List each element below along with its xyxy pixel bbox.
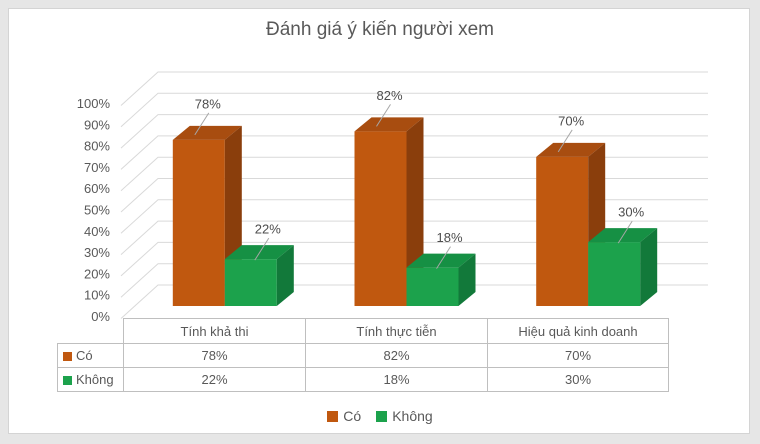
table-value: 78% — [123, 343, 306, 368]
bar-front-1-2 — [588, 242, 641, 306]
bar-front-0-0 — [172, 139, 225, 306]
y-axis-tick-label: 60% — [84, 181, 110, 196]
gridline — [120, 199, 708, 234]
bar-data-label: 70% — [558, 113, 584, 128]
table-corner-cell — [58, 319, 124, 344]
category-header-1: Tính khả thi — [123, 318, 306, 344]
data-label-leader-line — [617, 220, 633, 244]
gridline — [120, 178, 708, 213]
bar-top-0-0 — [172, 125, 242, 140]
bar-front-0-2 — [536, 156, 589, 306]
data-table: Tính khả thi Tính thực tiễn Hiệu quả kin… — [57, 318, 669, 392]
legend-swatch-co-icon — [327, 410, 339, 422]
table-value: 30% — [487, 367, 669, 392]
series-swatch-khong-icon — [63, 376, 72, 385]
legend-item-khong: Không — [376, 408, 433, 424]
category-header-2: Tính thực tiễn — [305, 318, 488, 344]
data-label-leader-line — [254, 237, 270, 261]
table-value: 22% — [123, 367, 306, 392]
data-label-leader-line — [436, 246, 451, 269]
gridline — [120, 241, 708, 277]
legend-label-co: Có — [343, 408, 362, 424]
series-name-khong: Không — [76, 372, 114, 387]
table-row-co: Có 78% 82% 70% — [57, 343, 669, 368]
bar-data-label: 18% — [436, 230, 462, 245]
legend-swatch-khong-icon — [376, 410, 388, 422]
table-value: 82% — [305, 343, 488, 368]
series-swatch-co-icon — [63, 352, 72, 361]
gridline — [120, 156, 708, 192]
y-axis-tick-label: 90% — [84, 117, 110, 132]
y-axis-tick-label: 10% — [84, 288, 110, 303]
table-row-khong: Không 22% 18% 30% — [57, 367, 669, 392]
table-header-row: Tính khả thi Tính thực tiễn Hiệu quả kin… — [58, 318, 669, 344]
bar-front-0-1 — [354, 131, 407, 306]
gridline — [120, 284, 708, 319]
bar-data-label: 82% — [376, 88, 402, 103]
legend-label-khong: Không — [392, 408, 433, 424]
legend-item-co: Có — [327, 408, 361, 424]
category-header-3: Hiệu quả kinh doanh — [487, 318, 669, 344]
gridline — [120, 114, 708, 149]
bar-side-1-0 — [276, 245, 294, 306]
bar-data-label: 78% — [195, 96, 221, 111]
y-axis-tick-label: 80% — [84, 139, 110, 154]
series-name-co: Có — [76, 348, 93, 363]
y-axis-tick-label: 50% — [84, 203, 110, 218]
bar-front-1-0 — [224, 259, 277, 306]
bar-top-0-2 — [536, 142, 606, 157]
gridline — [120, 135, 708, 170]
chart-title: Đánh giá ý kiến người xem — [266, 19, 494, 40]
bar-side-1-1 — [458, 253, 476, 306]
y-axis-tick-label: 40% — [84, 224, 110, 239]
bar-data-label: 22% — [255, 222, 281, 237]
gridline — [120, 71, 708, 106]
bar-data-label: 30% — [618, 205, 644, 220]
series-name-cell-co: Có — [57, 343, 124, 368]
y-axis-tick-label: 30% — [84, 245, 110, 260]
bar-front-1-1 — [406, 267, 459, 306]
bar-side-1-2 — [640, 228, 658, 306]
gridline — [120, 263, 708, 298]
data-label-leader-line — [376, 104, 391, 127]
gridline — [120, 220, 708, 255]
data-label-leader-line — [557, 129, 573, 153]
y-axis-tick-label: 0% — [91, 309, 110, 324]
table-value: 70% — [487, 343, 669, 368]
y-axis-tick-label: 70% — [84, 160, 110, 175]
table-value: 18% — [305, 367, 488, 392]
legend: Có Không — [0, 405, 760, 427]
y-axis-tick-label: 100% — [77, 96, 111, 111]
data-label-leader-line — [194, 112, 210, 136]
series-name-cell-khong: Không — [57, 367, 124, 392]
y-axis-tick-label: 20% — [84, 266, 110, 281]
bar-top-0-1 — [354, 117, 424, 132]
gridline — [120, 92, 708, 128]
